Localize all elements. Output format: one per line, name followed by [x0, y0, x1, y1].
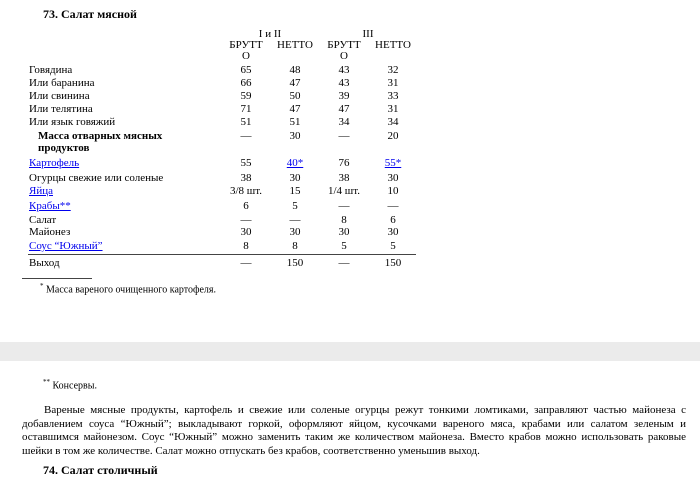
table-cell: 55: [240, 157, 252, 169]
table-cell: —: [338, 200, 350, 212]
ingredient-label: Или телятина: [29, 103, 93, 115]
table-cell: 8: [243, 240, 249, 252]
next-recipe-title: 74. Салат столичный: [43, 463, 158, 477]
value-link[interactable]: 40*: [286, 157, 304, 169]
ingredient-label: Огурцы свежие или соленые: [29, 172, 164, 184]
group-header-3: III: [362, 28, 374, 40]
table-cell: 1/4 шт.: [327, 185, 360, 197]
table-cell: 43: [338, 64, 350, 76]
table-cell: 51: [289, 116, 301, 128]
table-cell: 65: [240, 64, 252, 76]
ingredient-label: Масса отварных мясных продуктов: [38, 130, 163, 154]
footnote-2: ** Консервы.: [43, 378, 97, 392]
table-cell: 30: [289, 172, 301, 184]
table-cell: 3/8 шт.: [229, 185, 262, 197]
table-cell: 30: [240, 226, 252, 238]
table-cell: 15: [289, 185, 301, 197]
table-cell: 38: [240, 172, 252, 184]
column-header: НЕТТО: [375, 39, 411, 51]
table-cell: 47: [289, 77, 301, 89]
table-cell: 50: [289, 90, 301, 102]
ingredient-label: Салат: [29, 214, 57, 226]
table-cell: 5: [292, 200, 298, 212]
ingredient-link[interactable]: Соус “Южный”: [29, 240, 103, 252]
table-cell: 34: [387, 116, 399, 128]
ingredient-label: Или свинина: [29, 90, 90, 102]
recipe-instructions: Вареные мясные продукты, картофель и све…: [22, 404, 686, 458]
value-link[interactable]: 55*: [384, 157, 402, 169]
table-cell: —: [240, 257, 252, 269]
table-cell: 32: [387, 64, 399, 76]
table-cell: 10: [387, 185, 399, 197]
table-cell: 150: [384, 257, 402, 269]
table-cell: 43: [338, 77, 350, 89]
ingredient-label: Майонез: [29, 226, 71, 238]
recipe-title: 73. Салат мясной: [43, 7, 137, 21]
ingredient-label: Или баранина: [29, 77, 95, 89]
column-header: БРУТТ О: [229, 39, 263, 62]
table-cell: 6: [243, 200, 249, 212]
table-cell: 8: [292, 240, 298, 252]
ingredient-label: Или язык говяжий: [29, 116, 116, 128]
table-cell: 30: [387, 172, 399, 184]
ingredient-link[interactable]: Крабы**: [29, 200, 71, 212]
table-cell: 66: [240, 77, 252, 89]
ingredient-label: Выход: [29, 257, 60, 269]
group-header-1-2: I и II: [258, 28, 282, 40]
table-cell: 5: [341, 240, 347, 252]
table-cell: 30: [338, 226, 350, 238]
table-cell: 8: [341, 214, 347, 226]
table-cell: 31: [387, 103, 399, 115]
page-separator: [0, 342, 700, 361]
table-cell: 38: [338, 172, 350, 184]
table-cell: 48: [289, 64, 301, 76]
table-cell: 47: [338, 103, 350, 115]
table-cell: 150: [286, 257, 304, 269]
ingredient-link[interactable]: Яйца: [29, 185, 53, 197]
table-cell: 6: [390, 214, 396, 226]
table-cell: 5: [390, 240, 396, 252]
column-header: НЕТТО: [277, 39, 313, 51]
table-cell: 71: [240, 103, 252, 115]
ingredient-label: Говядина: [29, 64, 73, 76]
table-cell: 39: [338, 90, 350, 102]
table-cell: 34: [338, 116, 350, 128]
table-cell: —: [289, 214, 301, 226]
table-cell: 76: [338, 157, 350, 169]
footnote-divider: [22, 278, 92, 279]
table-cell: 30: [289, 226, 301, 238]
table-cell: 30: [289, 130, 301, 142]
table-cell: 47: [289, 103, 301, 115]
table-cell: 30: [387, 226, 399, 238]
table-cell: —: [240, 130, 252, 142]
footnote-1: * Масса вареного очищенного картофеля.: [40, 282, 217, 296]
table-cell: —: [387, 200, 399, 212]
table-cell: —: [338, 257, 350, 269]
table-cell: 20: [387, 130, 399, 142]
table-cell: 31: [387, 77, 399, 89]
table-cell: 33: [387, 90, 399, 102]
table-cell: 51: [240, 116, 252, 128]
table-cell: —: [338, 130, 350, 142]
table-cell: 59: [240, 90, 252, 102]
table-divider: [28, 254, 416, 255]
column-header: БРУТТ О: [327, 39, 361, 62]
ingredient-link[interactable]: Картофель: [29, 157, 80, 169]
table-cell: —: [240, 214, 252, 226]
